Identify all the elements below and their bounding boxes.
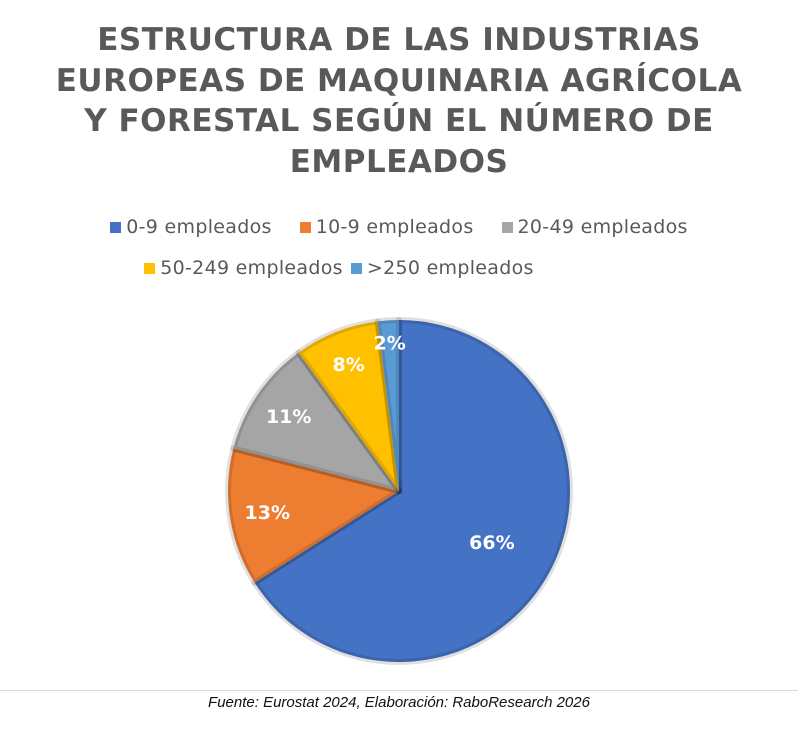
- legend-label: 20-49 empleados: [517, 216, 688, 238]
- legend-swatch: [110, 221, 122, 233]
- pie-chart: 66% 13% 11% 8% 2%: [225, 317, 573, 665]
- data-label: 8%: [333, 354, 365, 376]
- pie-slice: [230, 349, 402, 494]
- title-line: ESTRUCTURA DE LAS INDUSTRIAS: [97, 22, 701, 58]
- title-line: EUROPEAS DE MAQUINARIA AGRÍCOLA: [55, 62, 743, 99]
- legend-label: >250 empleados: [366, 257, 534, 279]
- pie-slice: [374, 317, 402, 494]
- legend-item: 50-249 empleados: [144, 257, 343, 279]
- legend-row-2: 50-249 empleados >250 empleados: [0, 257, 738, 279]
- source-caption: Fuente: Eurostat 2024, Elaboración: Rabo…: [208, 694, 590, 711]
- title-line: Y FORESTAL SEGÚN EL NÚMERO DE: [84, 103, 714, 139]
- legend-label: 50-249 empleados: [160, 257, 343, 279]
- legend-swatch: [299, 221, 311, 233]
- pie-slice: [225, 445, 402, 586]
- legend-item: >250 empleados: [350, 257, 534, 279]
- legend-label: 10-9 empleados: [315, 216, 474, 238]
- pie-slice: [295, 318, 402, 494]
- data-label: 2%: [374, 333, 406, 355]
- pie-slice: [251, 317, 573, 665]
- legend-swatch: [144, 262, 156, 274]
- legend-item: 20-49 empleados: [501, 216, 688, 238]
- data-label: 13%: [245, 502, 290, 524]
- divider: [0, 690, 798, 691]
- legend-swatch: [501, 221, 513, 233]
- title-line: EMPLEADOS: [289, 143, 509, 180]
- chart-title: ESTRUCTURA DE LAS INDUSTRIAS EUROPEAS DE…: [0, 20, 798, 182]
- data-label: 11%: [266, 406, 311, 428]
- legend-item: 10-9 empleados: [299, 216, 474, 238]
- legend-swatch: [350, 262, 362, 274]
- legend-row-1: 0-9 empleados 10-9 empleados 20-49 emple…: [0, 216, 798, 238]
- legend-item: 0-9 empleados: [110, 216, 271, 238]
- legend-label: 0-9 empleados: [126, 216, 272, 238]
- data-label: 66%: [469, 532, 514, 554]
